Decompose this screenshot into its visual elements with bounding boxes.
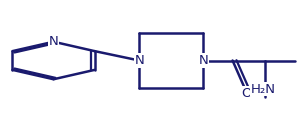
Text: H₂N: H₂N [251,83,276,96]
Text: N: N [49,35,58,48]
Text: N: N [199,54,208,67]
Text: N: N [134,54,144,67]
Text: O: O [241,87,252,100]
